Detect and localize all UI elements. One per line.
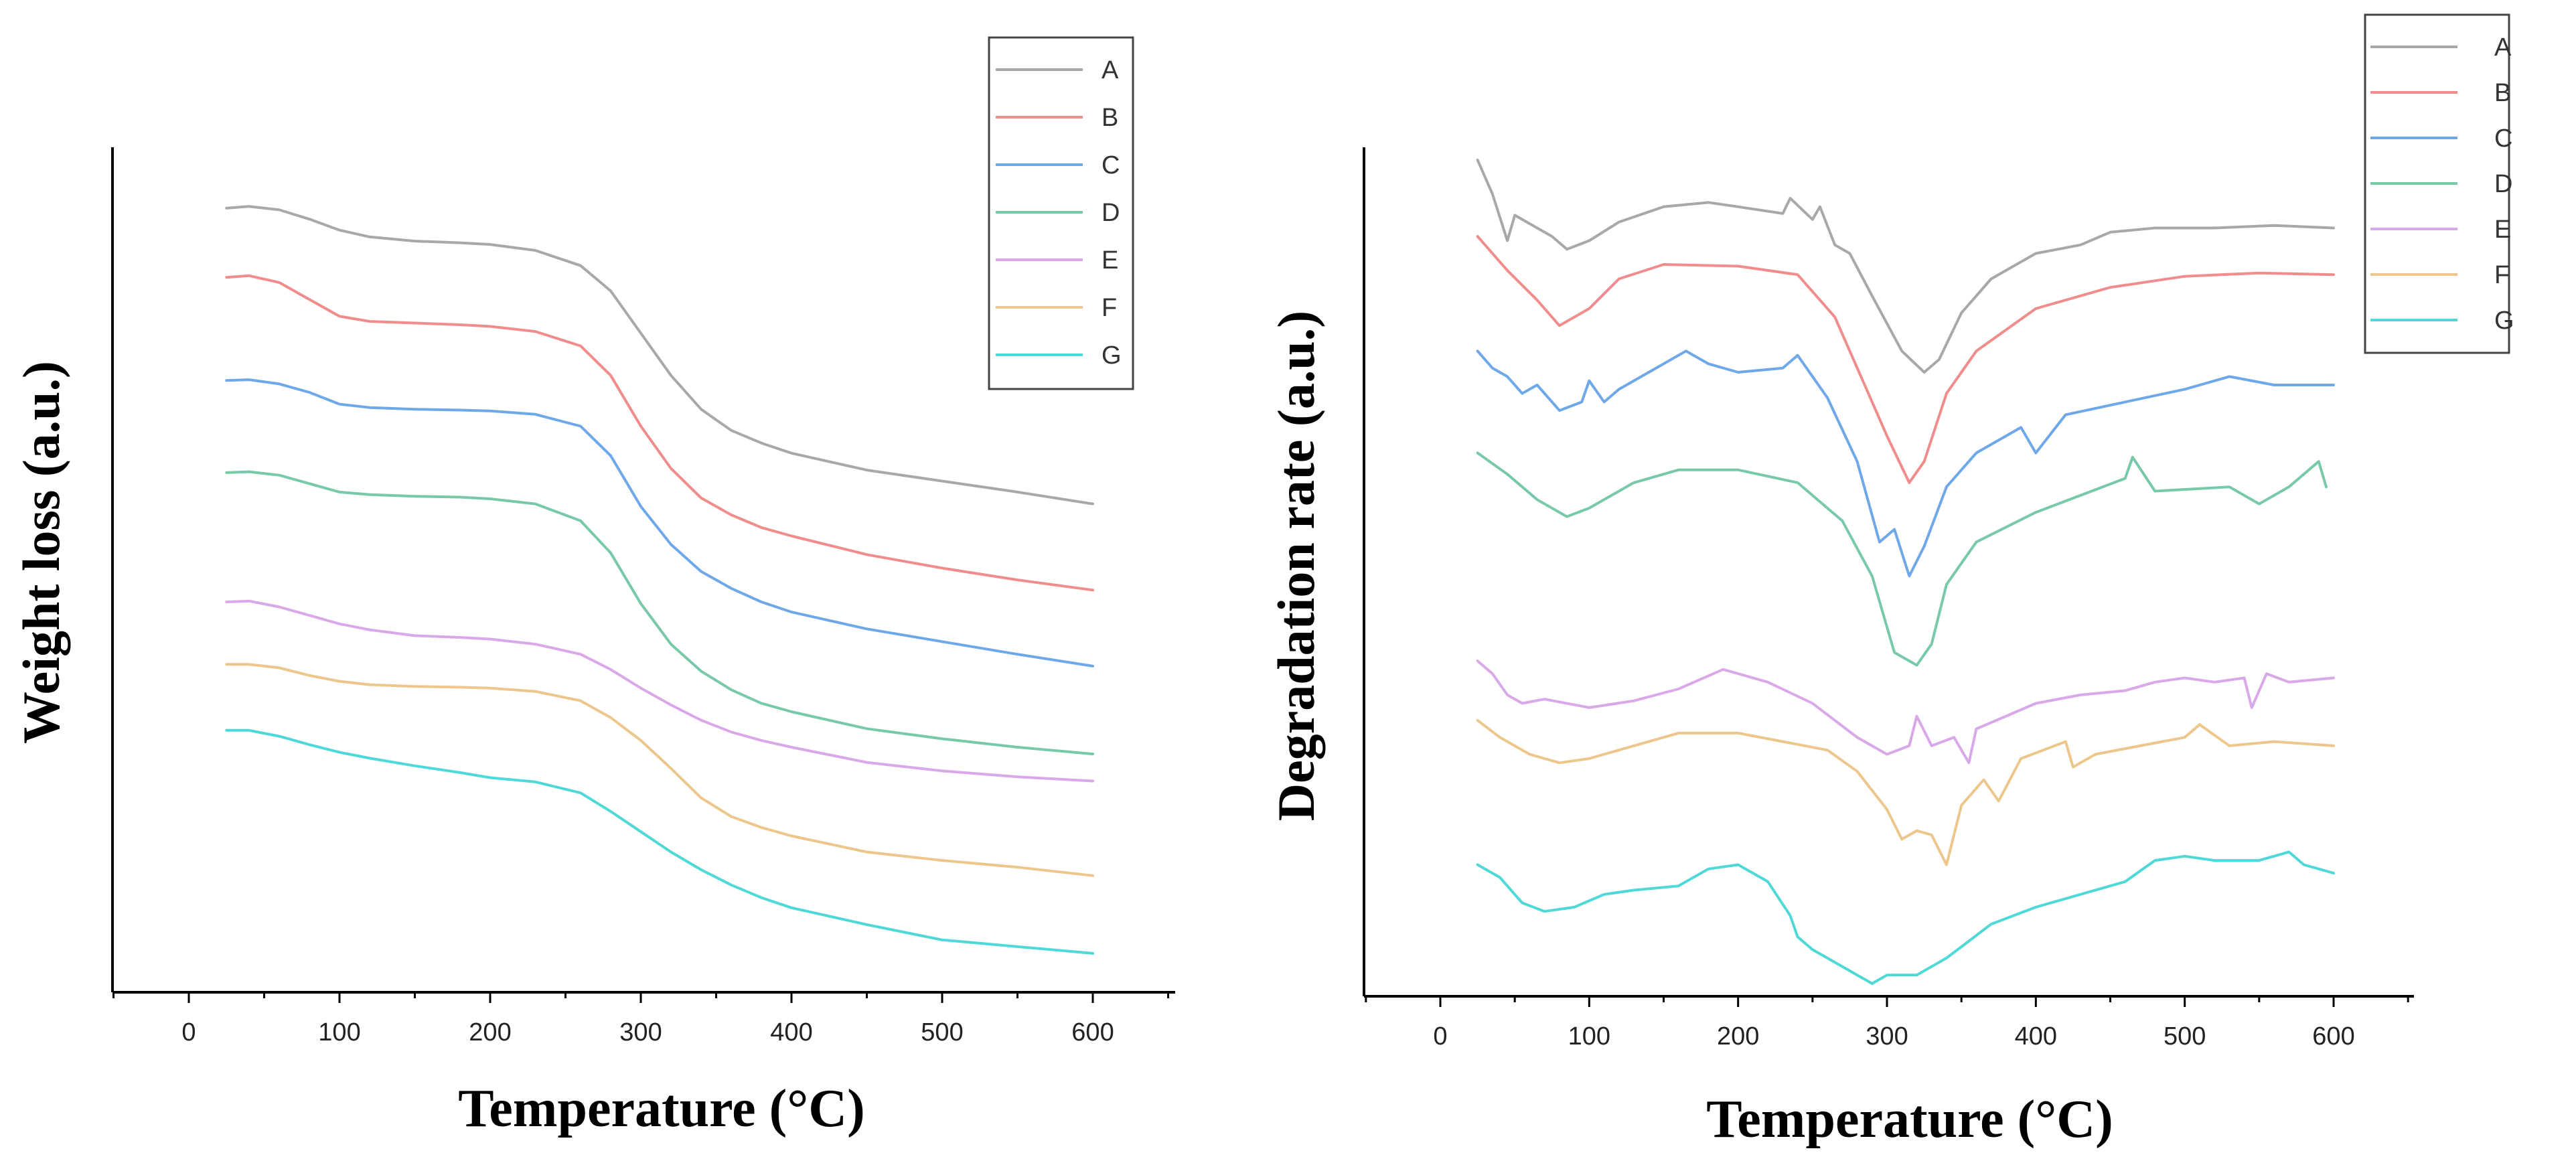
- x-ticks: 0 100 200 300 400 500 600: [1365, 996, 2409, 1051]
- series-line-e: [225, 599, 1094, 783]
- x-tick-label: 0: [1433, 1022, 1447, 1051]
- x-tick-label: 500: [921, 1018, 963, 1046]
- x-ticks: 0 100 200 300 400 500 600: [112, 992, 1169, 1046]
- x-tick-label: 400: [770, 1018, 812, 1046]
- x-tick-label: 200: [469, 1018, 511, 1046]
- x-tick-label: 500: [2164, 1022, 2206, 1051]
- legend-label-a: A: [1102, 56, 1119, 84]
- series-line-a: [1476, 159, 2335, 374]
- series-line-c: [1476, 350, 2335, 578]
- x-tick-label: 100: [1568, 1022, 1610, 1051]
- legend-label-e: E: [2494, 216, 2511, 244]
- series-line-d: [1476, 451, 2328, 667]
- legend-label-f: F: [2494, 261, 2510, 289]
- legend-label-g: G: [2494, 307, 2514, 335]
- legend-label-b: B: [1102, 104, 1118, 132]
- legend-label-b: B: [2494, 79, 2511, 107]
- series-line-e: [1476, 659, 2335, 765]
- series-line-b: [1476, 235, 2335, 484]
- legend-label-d: D: [2494, 170, 2512, 198]
- x-tick-label: 100: [318, 1018, 360, 1046]
- series-line-b: [225, 274, 1094, 592]
- series-lines: [225, 205, 1094, 955]
- y-axis-title: Degradation rate (a.u.): [1267, 311, 1325, 822]
- legend-label-f: F: [1102, 294, 1117, 322]
- legend-label-e: E: [1102, 246, 1118, 275]
- x-tick-label: 300: [1866, 1022, 1908, 1051]
- series-line-d: [225, 470, 1094, 756]
- legend-label-a: A: [2494, 33, 2512, 62]
- x-axis-title: Temperature (°C): [458, 1079, 864, 1138]
- series-line-f: [1476, 718, 2335, 866]
- legend-label-c: C: [2494, 125, 2512, 153]
- x-tick-label: 600: [2312, 1022, 2354, 1051]
- x-tick-label: 600: [1071, 1018, 1114, 1046]
- x-tick-label: 400: [2015, 1022, 2057, 1051]
- legend-label-c: C: [1102, 151, 1120, 179]
- series-line-g: [225, 728, 1094, 955]
- x-axis-title: Temperature (°C): [1706, 1090, 2113, 1149]
- series-line-g: [1476, 850, 2335, 985]
- degradation-rate-chart: 0 100 200 300 400 500 600 Temperature (°C) Deg…: [1267, 13, 2514, 1149]
- weight-loss-chart: 0 100 200 300 400 500 600 Temperature (°C) Wei…: [12, 36, 1175, 1138]
- legend-label-d: D: [1102, 199, 1120, 227]
- x-tick-label: 0: [181, 1018, 196, 1046]
- series-line-a: [225, 205, 1094, 506]
- y-axis-title: Weight loss (a.u.): [12, 361, 70, 744]
- x-tick-label: 300: [619, 1018, 662, 1046]
- series-lines: [1476, 159, 2335, 985]
- legend-label-g: G: [1102, 341, 1122, 370]
- series-line-f: [225, 663, 1094, 877]
- x-tick-label: 200: [1717, 1022, 1759, 1051]
- series-line-c: [225, 378, 1094, 668]
